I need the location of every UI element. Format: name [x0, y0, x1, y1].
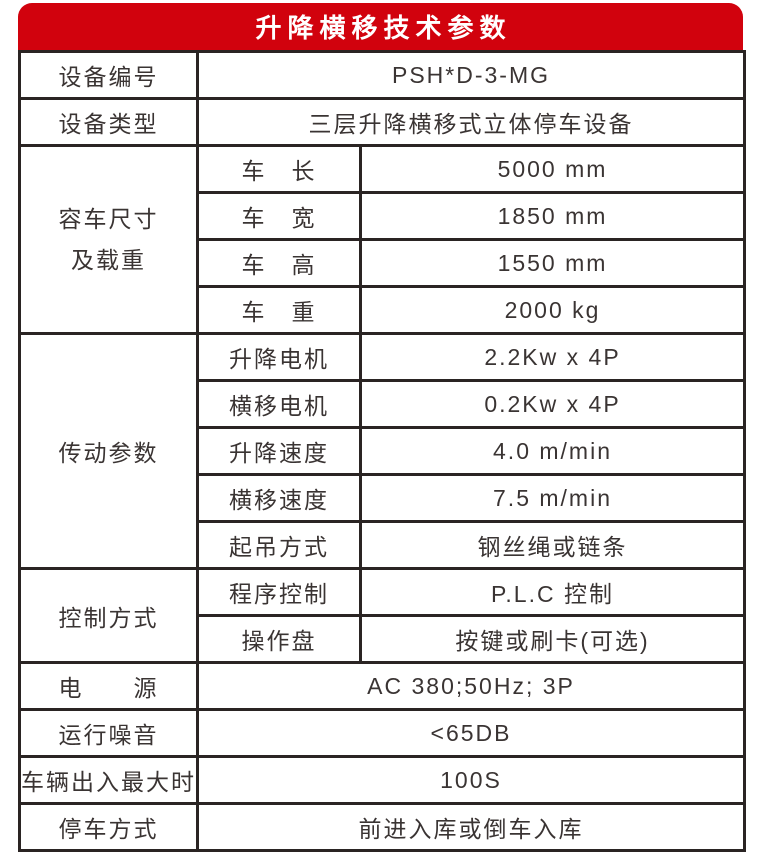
- value-parking-method: 前进入库或倒车入库: [195, 802, 747, 852]
- value-car-weight: 2000 kg: [358, 285, 747, 335]
- param-traverse-motor: 横移电机: [196, 379, 362, 429]
- param-hoist-method: 起吊方式: [196, 520, 362, 570]
- value-car-height: 1550 mm: [358, 238, 747, 288]
- label-control-section: 控制方式: [18, 567, 199, 664]
- label-max-time: 车辆出入最大时间: [18, 755, 199, 805]
- spec-table: 设备编号 PSH*D-3-MG 设备类型 三层升降横移式立体停车设备 容车尺寸 …: [18, 50, 747, 852]
- label-parking-method: 停车方式: [18, 802, 199, 852]
- row-max-time: 车辆出入最大时间 100S: [18, 755, 747, 805]
- label-capacity-section: 容车尺寸 及载重: [18, 144, 199, 335]
- row-lift-motor: 传动参数 升降电机 2.2Kw x 4P: [18, 332, 747, 570]
- value-program-control: P.L.C 控制: [358, 567, 747, 617]
- value-noise: <65DB: [195, 708, 747, 758]
- capacity-label-line1: 容车尺寸: [58, 205, 159, 232]
- value-device-type: 三层升降横移式立体停车设备: [195, 97, 747, 147]
- row-car-height: 车 高 1550 mm: [20, 238, 747, 288]
- param-car-weight: 车 重: [196, 285, 362, 335]
- param-car-length: 车 长: [196, 144, 362, 194]
- value-traverse-motor: 0.2Kw x 4P: [358, 379, 747, 429]
- param-traverse-speed: 横移速度: [196, 473, 362, 523]
- row-noise: 运行噪音 <65DB: [18, 708, 747, 758]
- param-lift-motor: 升降电机: [196, 332, 362, 382]
- value-max-time: 100S: [195, 755, 747, 805]
- param-program-control: 程序控制: [196, 567, 362, 617]
- value-car-length: 5000 mm: [358, 144, 747, 194]
- row-traverse-speed: 横移速度 7.5 m/min: [20, 473, 747, 523]
- param-car-width: 车 宽: [196, 191, 362, 241]
- value-lift-motor: 2.2Kw x 4P: [358, 332, 747, 382]
- row-device-type: 设备类型 三层升降横移式立体停车设备: [18, 97, 747, 147]
- value-operation-panel: 按键或刷卡(可选): [358, 614, 747, 664]
- row-program-control: 控制方式 程序控制 P.L.C 控制: [18, 567, 747, 664]
- row-lift-speed: 升降速度 4.0 m/min: [20, 426, 747, 476]
- param-operation-panel: 操作盘: [196, 614, 362, 664]
- row-car-width: 车 宽 1850 mm: [20, 191, 747, 241]
- label-device-type: 设备类型: [18, 97, 199, 147]
- row-device-no: 设备编号 PSH*D-3-MG: [18, 50, 747, 100]
- row-operation-panel: 操作盘 按键或刷卡(可选): [20, 614, 747, 664]
- row-power: 电 源 AC 380;50Hz; 3P: [18, 661, 747, 711]
- row-car-weight: 车 重 2000 kg: [20, 285, 747, 335]
- value-power: AC 380;50Hz; 3P: [195, 661, 747, 711]
- spec-sheet: 升降横移技术参数 设备编号 PSH*D-3-MG 设备类型 三层升降横移式立体停…: [18, 3, 747, 852]
- value-traverse-speed: 7.5 m/min: [358, 473, 747, 523]
- row-traverse-motor: 横移电机 0.2Kw x 4P: [20, 379, 747, 429]
- row-hoist-method: 起吊方式 钢丝绳或链条: [20, 520, 747, 570]
- label-transmission-section: 传动参数: [18, 332, 199, 570]
- table-title: 升降横移技术参数: [255, 13, 512, 43]
- label-noise: 运行噪音: [18, 708, 199, 758]
- value-device-no: PSH*D-3-MG: [195, 50, 747, 100]
- row-parking-method: 停车方式 前进入库或倒车入库: [18, 802, 747, 852]
- value-lift-speed: 4.0 m/min: [358, 426, 747, 476]
- value-car-width: 1850 mm: [358, 191, 747, 241]
- param-lift-speed: 升降速度: [196, 426, 362, 476]
- label-device-no: 设备编号: [18, 50, 199, 100]
- row-car-length: 容车尺寸 及载重 车 长 5000 mm: [18, 144, 747, 335]
- capacity-label-line2: 及载重: [71, 246, 146, 273]
- value-hoist-method: 钢丝绳或链条: [358, 520, 747, 570]
- label-power: 电 源: [18, 661, 199, 711]
- param-car-height: 车 高: [196, 238, 362, 288]
- table-title-bar: 升降横移技术参数: [18, 3, 743, 50]
